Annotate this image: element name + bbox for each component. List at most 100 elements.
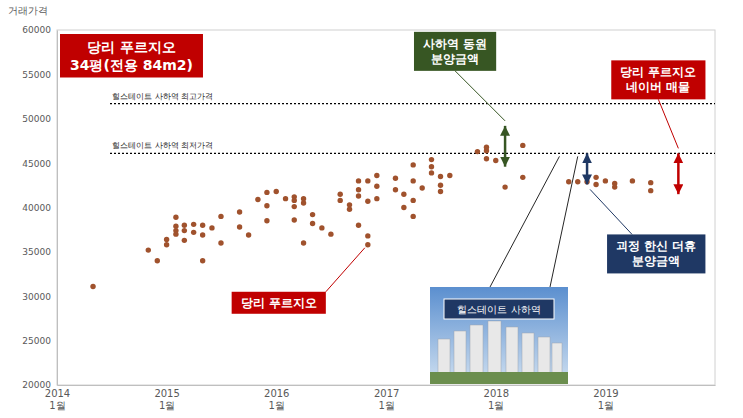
data-point — [438, 189, 443, 194]
range-label-line: 사하역 동원 — [423, 37, 487, 51]
range-label-text: 사하역 동원분양금액 — [423, 37, 487, 66]
point-label-bg — [232, 292, 326, 314]
image-building — [454, 331, 466, 374]
y-tick: 50000 — [22, 114, 57, 124]
range-arrow — [504, 126, 507, 167]
reference-line-label: 힐스테이트 사하역 최저가격 — [112, 141, 213, 150]
data-point — [484, 156, 489, 161]
data-point — [475, 149, 480, 154]
data-point — [155, 258, 160, 263]
x-tick-label-line: 1월 — [488, 400, 504, 411]
data-point — [575, 179, 580, 184]
data-point — [356, 223, 361, 228]
x-tick-label: 20191월 — [593, 388, 618, 411]
data-point — [237, 224, 242, 229]
data-point — [283, 196, 288, 201]
data-point — [338, 198, 343, 203]
image-building — [538, 337, 550, 374]
x-tick-label-line: 2019 — [593, 388, 618, 399]
data-point — [393, 187, 398, 192]
title-box-line: 당리 푸르지오 — [87, 39, 176, 55]
x-axis-line — [58, 385, 716, 386]
data-point — [520, 143, 525, 148]
data-point — [493, 158, 498, 163]
data-point — [200, 232, 205, 237]
data-point — [301, 196, 306, 201]
data-point — [393, 176, 398, 181]
range-label-line: 괴정 한신 더휴 — [616, 239, 696, 253]
data-point — [292, 198, 297, 203]
title-box-line: 34평(전용 84m2) — [70, 57, 193, 73]
data-point — [90, 284, 95, 289]
data-point — [328, 231, 333, 236]
data-point — [401, 205, 406, 210]
range-leader — [590, 189, 632, 234]
reference-line — [110, 153, 715, 154]
data-point — [593, 182, 598, 187]
data-point — [612, 184, 617, 189]
point-label-text: 당리 푸르지오 — [241, 296, 317, 310]
x-tick: 20151월 — [154, 385, 179, 411]
point-label-line: 당리 푸르지오 — [241, 296, 317, 310]
data-point — [374, 173, 379, 178]
range-label: 당리 푸르지오네이버 매물 — [611, 60, 705, 99]
data-point — [264, 218, 269, 223]
y-tick-label: 60000 — [22, 25, 51, 35]
y-tick: 45000 — [22, 159, 57, 169]
data-point — [310, 221, 315, 226]
range-label-line: 분양금액 — [632, 254, 680, 268]
range-label: 사하역 동원분양금액 — [414, 32, 496, 71]
title-box: 당리 푸르지오 34평(전용 84m2) — [60, 34, 203, 78]
range-label-line: 네이버 매물 — [626, 80, 690, 94]
x-tick: 20181월 — [484, 385, 509, 411]
data-point — [173, 231, 178, 236]
data-point — [438, 183, 443, 188]
range-arrow — [677, 153, 680, 194]
data-point — [365, 242, 370, 247]
y-tick: 30000 — [22, 292, 57, 302]
data-point — [447, 173, 452, 178]
plot-area — [90, 104, 715, 290]
y-tick-label: 55000 — [22, 70, 51, 80]
x-tick-label-line: 2016 — [264, 388, 289, 399]
data-point — [164, 237, 169, 242]
range-leader — [455, 71, 505, 121]
point-leader — [326, 248, 365, 292]
x-tick-label-line: 2015 — [154, 388, 179, 399]
data-point — [484, 144, 489, 149]
x-tick-label: 20161월 — [264, 388, 289, 411]
range-label-line: 당리 푸르지오 — [620, 65, 696, 79]
image-ground — [430, 372, 568, 384]
data-point — [410, 198, 415, 203]
image-bg — [430, 287, 568, 384]
range-label-text: 괴정 한신 더휴분양금액 — [616, 239, 696, 268]
reference-line-label: 힐스테이트 사하역 최고가격 — [112, 92, 213, 101]
x-tick-label-line: 1월 — [159, 400, 175, 411]
point-label: 당리 푸르지오 — [232, 292, 326, 314]
image-building — [552, 343, 562, 374]
y-tick: 60000 — [22, 25, 57, 35]
data-point — [218, 240, 223, 245]
data-point — [218, 214, 223, 219]
y-tick-label: 25000 — [22, 336, 51, 346]
x-tick-label: 20151월 — [154, 388, 179, 411]
data-point — [301, 240, 306, 245]
data-point — [429, 157, 434, 162]
data-point — [347, 202, 352, 207]
x-tick-label-line: 2017 — [374, 388, 399, 399]
data-point — [374, 184, 379, 189]
data-point — [648, 180, 653, 185]
image-building — [470, 325, 483, 374]
data-point — [429, 164, 434, 169]
image-building — [522, 333, 534, 374]
data-point — [182, 228, 187, 233]
x-tick-label-line: 1월 — [378, 400, 394, 411]
x-tick: 20141월 — [45, 385, 70, 411]
y-tick-label: 45000 — [22, 159, 51, 169]
data-point — [401, 191, 406, 196]
data-point — [292, 217, 297, 222]
data-point — [566, 179, 571, 184]
title-box-text: 당리 푸르지오 34평(전용 84m2) — [70, 39, 193, 73]
data-point — [310, 212, 315, 217]
range-arrow — [586, 153, 589, 184]
